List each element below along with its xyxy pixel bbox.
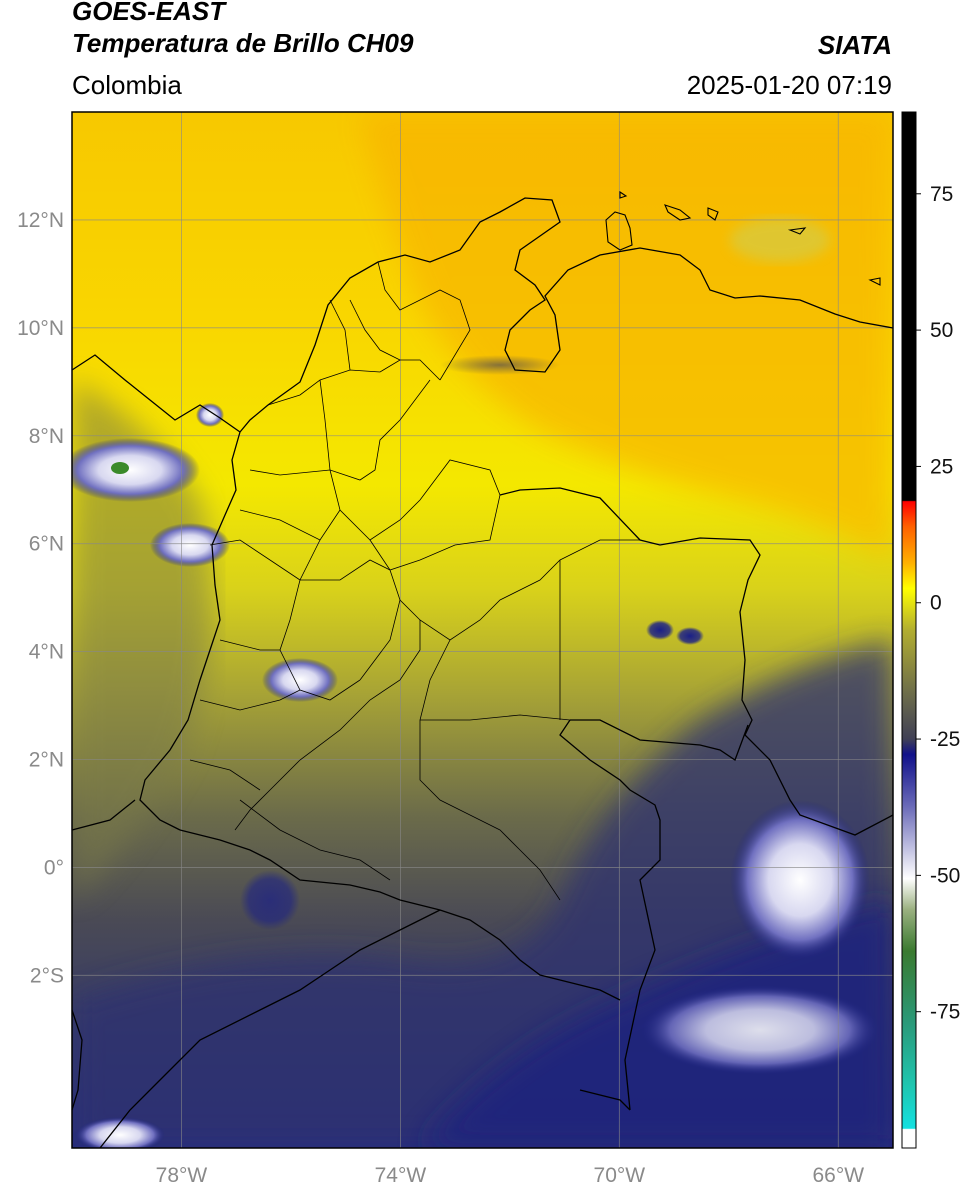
colorbar-tick-label: -25 — [930, 728, 960, 751]
islands — [605, 190, 881, 286]
lat-tick-label: 4°N — [29, 641, 64, 664]
datetime-label: 2025-01-20 07:19 — [686, 70, 892, 100]
colorbar-tick-label: 0 — [930, 592, 942, 615]
lat-tick-label: 10°N — [17, 317, 64, 340]
colorbar-tick-label: 50 — [930, 319, 953, 342]
colorbar-tick-label: -50 — [930, 864, 960, 887]
lon-tick-label: 70°W — [594, 1164, 646, 1187]
map-frame — [71, 111, 894, 1149]
colorbar-tick-label: 25 — [930, 455, 953, 478]
lat-tick-label: 8°N — [29, 425, 64, 448]
colorbar-tick-label: -75 — [930, 1001, 960, 1024]
product-title: Temperatura de Brillo CH09 — [72, 28, 414, 58]
colorbar-tick-label: 75 — [930, 183, 953, 206]
country-borders — [71, 197, 894, 1149]
colorbar-labels: 75 50 25 0 -25 -50 -75 — [916, 183, 960, 1024]
colorbar-frame — [901, 111, 917, 1149]
department-borders — [189, 261, 640, 901]
latitude-labels: 12°N 10°N 8°N 6°N 4°N 2°N 0° 2°S — [17, 209, 64, 987]
longitude-labels: 78°W 74°W 70°W 66°W — [156, 1164, 865, 1187]
lat-tick-label: 2°N — [29, 749, 64, 772]
satellite-imagery — [72, 112, 893, 1148]
lon-tick-label: 78°W — [156, 1164, 208, 1187]
lat-lon-grid — [72, 112, 893, 1148]
satellite-title: GOES-EAST — [72, 0, 226, 26]
lon-tick-label: 74°W — [375, 1164, 427, 1187]
lat-tick-label: 2°S — [30, 964, 64, 987]
region-label: Colombia — [72, 70, 182, 100]
colorbar — [902, 112, 916, 1148]
brand-label: SIATA — [817, 30, 892, 60]
lon-tick-label: 66°W — [812, 1164, 864, 1187]
lat-tick-label: 12°N — [17, 209, 64, 232]
lat-tick-label: 6°N — [29, 533, 64, 556]
lat-tick-label: 0° — [44, 856, 64, 879]
